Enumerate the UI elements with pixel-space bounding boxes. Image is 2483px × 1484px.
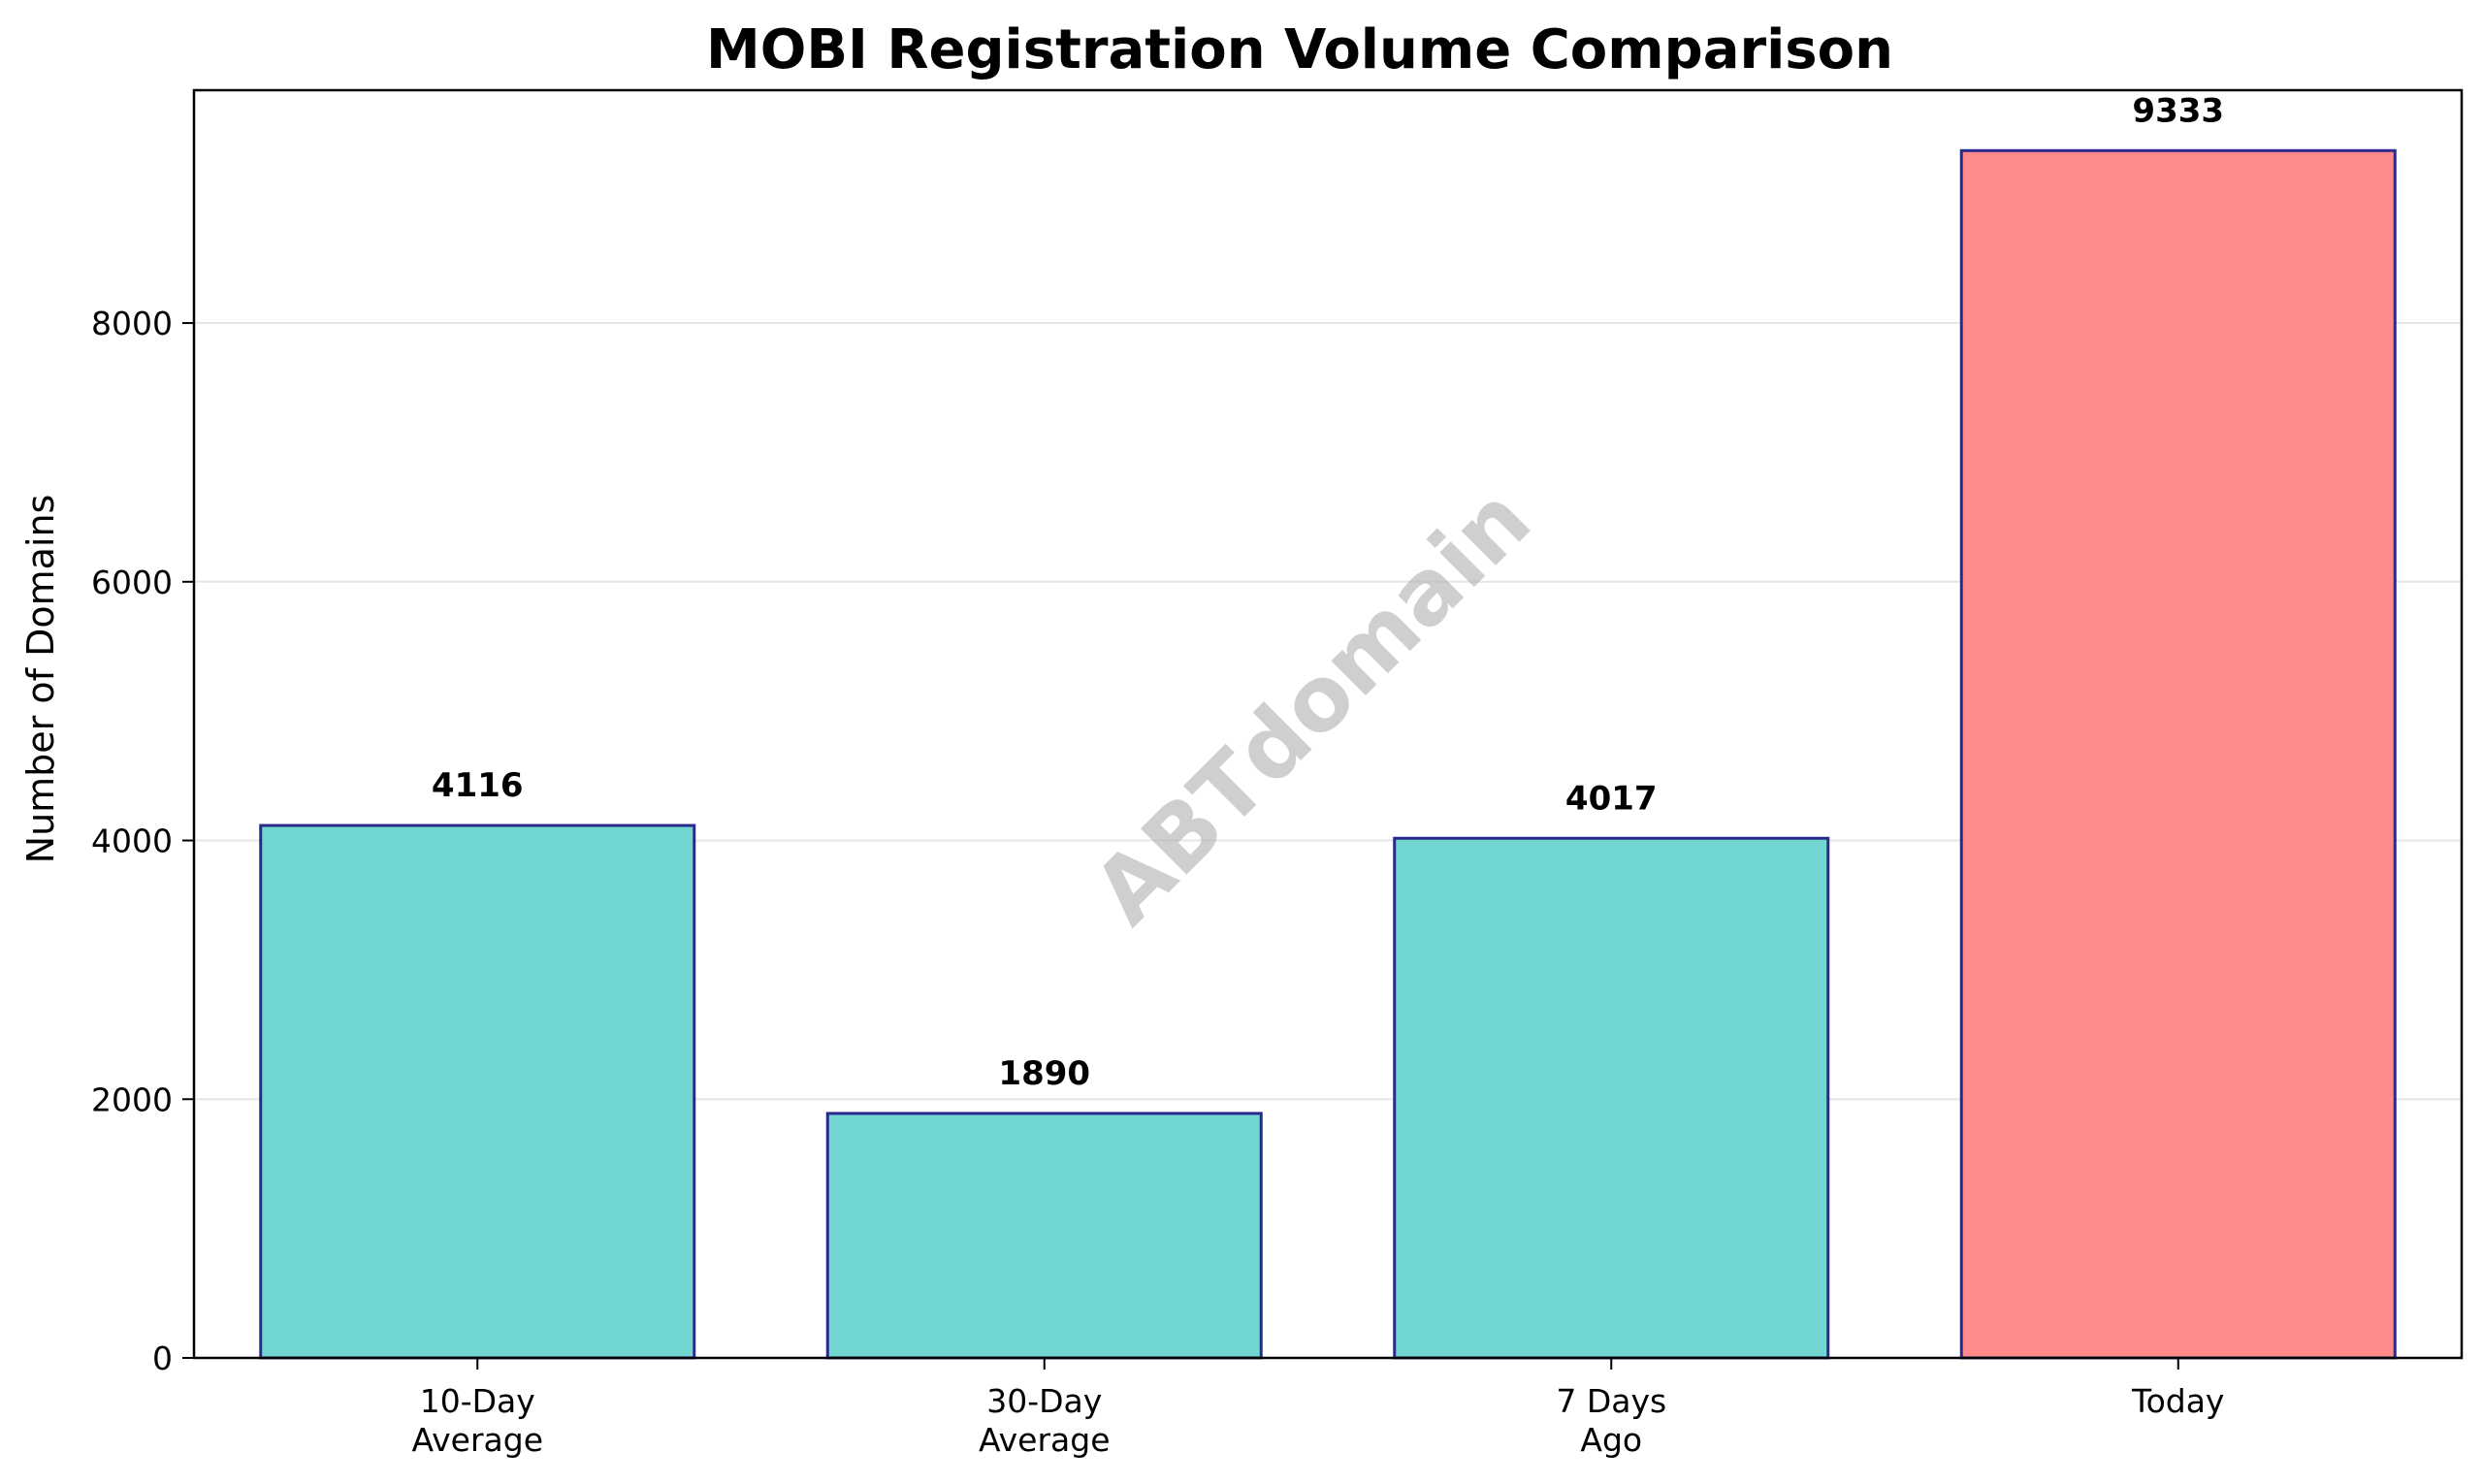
labels-layer: 4116 10-Day Average 1890 30-Day Average 4017 7 … xyxy=(91,91,2224,1459)
y-tick-label: 4000 xyxy=(91,823,173,860)
chart-title: MOBI Registration Volume Comparison xyxy=(706,18,1893,81)
bar xyxy=(1959,148,2397,1360)
y-tick-label: 8000 xyxy=(91,305,173,342)
y-tick-label: 0 xyxy=(152,1339,173,1377)
y-tick-label: 6000 xyxy=(91,564,173,601)
bar-value-label: 1890 xyxy=(998,1054,1090,1093)
y-axis-label: Number of Domains xyxy=(19,495,62,864)
plot-frame xyxy=(192,88,2464,1360)
bars-layer xyxy=(259,148,2397,1360)
x-tick-label: Today xyxy=(2131,1382,2224,1420)
axes-layer xyxy=(182,88,2464,1370)
x-tick-label: 30-Day Average xyxy=(979,1382,1111,1459)
x-tick-label: 10-Day Average xyxy=(411,1382,543,1459)
bar-value-label: 9333 xyxy=(2132,91,2224,130)
bar xyxy=(259,823,696,1360)
y-tick-label: 2000 xyxy=(91,1081,173,1118)
bar-value-label: 4116 xyxy=(432,766,524,805)
bar xyxy=(825,1112,1263,1360)
x-tick-label: 7 Days Ago xyxy=(1556,1382,1666,1459)
bar-value-label: 4017 xyxy=(1565,779,1658,818)
bar xyxy=(1393,836,1830,1360)
